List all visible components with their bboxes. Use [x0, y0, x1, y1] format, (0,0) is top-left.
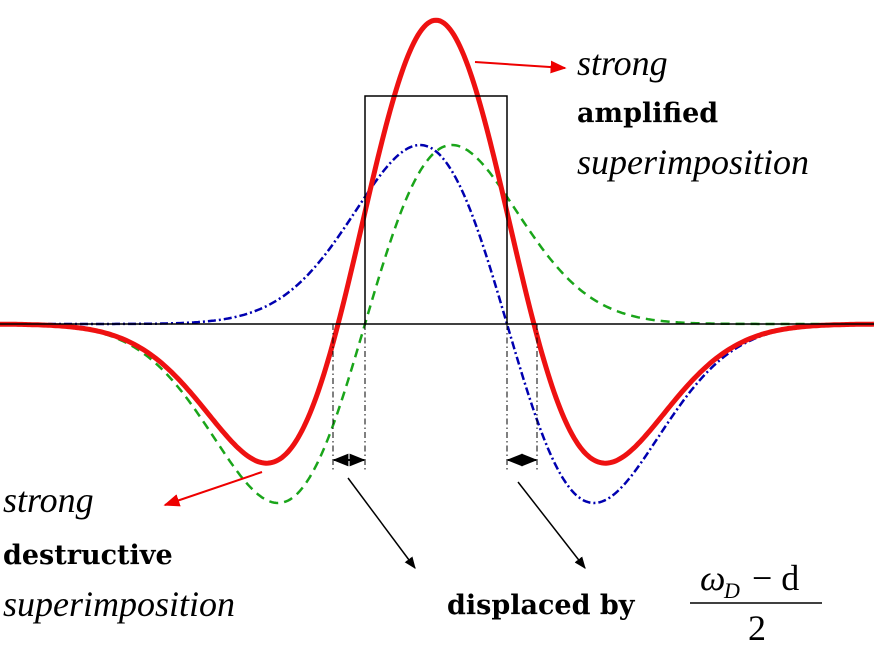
- annotation: destructive: [3, 540, 173, 571]
- rectangle: [364, 95, 508, 324]
- annotation: strong: [577, 43, 668, 83]
- formula-subscript: D: [723, 578, 740, 603]
- arrow: [517, 481, 586, 569]
- annotation: superimposition: [3, 584, 235, 624]
- formula-rest: − d: [752, 558, 799, 598]
- formula-symbol: ω: [700, 558, 725, 598]
- displacement-label: displaced by: [447, 590, 636, 621]
- annotation: strong: [3, 480, 94, 520]
- arrow: [474, 60, 567, 74]
- annotation: superimposition: [577, 142, 809, 182]
- red-curve: [0, 17, 874, 466]
- arrow: [347, 477, 416, 569]
- guide-lines: [332, 324, 538, 472]
- formula-denominator: 2: [748, 608, 766, 648]
- arrow: [163, 471, 263, 507]
- annotation: amplified: [577, 98, 718, 129]
- curves: [0, 17, 874, 505]
